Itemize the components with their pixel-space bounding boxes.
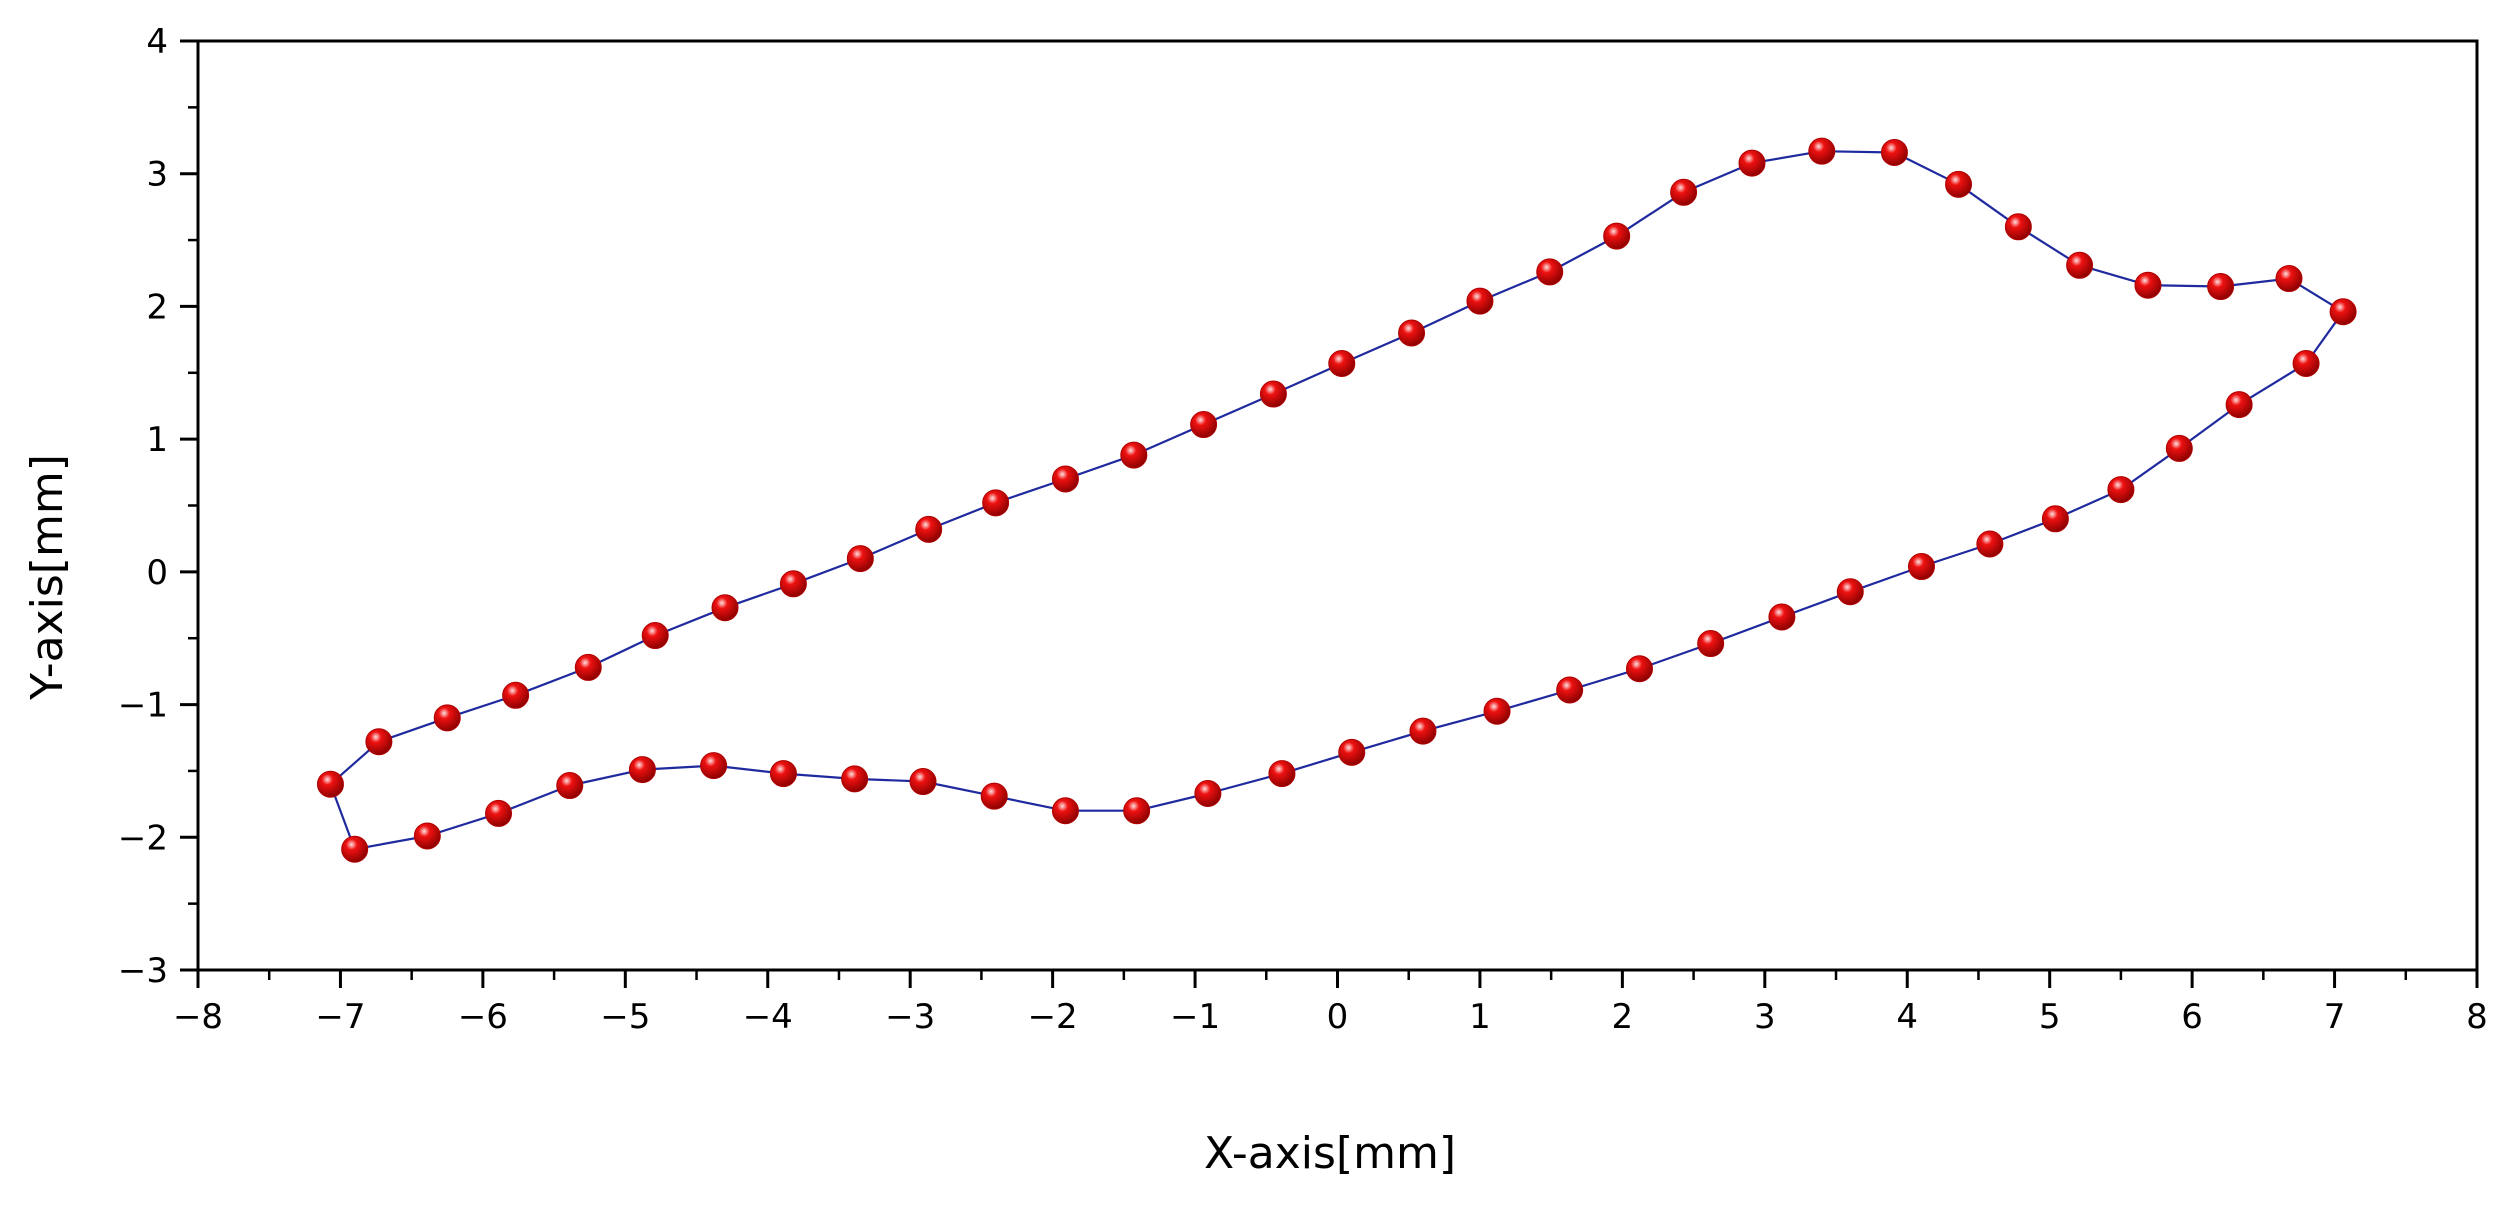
y-tick-label: 3 (146, 155, 168, 195)
x-tick-label: −1 (1170, 997, 1220, 1037)
x-tick-label: −4 (743, 997, 793, 1037)
data-point (1466, 287, 1494, 315)
data-point (1907, 553, 1935, 581)
data-point (1697, 630, 1725, 658)
data-point (2329, 298, 2357, 326)
x-tick-label: 5 (2039, 997, 2061, 1037)
data-point (1738, 149, 1766, 177)
data-point (2004, 213, 2032, 241)
y-tick-label: 0 (146, 553, 168, 593)
data-point (1338, 738, 1366, 766)
data-point (2207, 273, 2235, 301)
data-point (413, 822, 441, 850)
plot-frame (196, 39, 2479, 972)
x-tick-label: 1 (1469, 997, 1491, 1037)
data-point (2107, 476, 2135, 504)
y-tick-label: 1 (146, 420, 168, 460)
x-tick-label: −2 (1028, 997, 1078, 1037)
data-point (433, 704, 461, 732)
data-point (574, 653, 602, 681)
data-point (700, 752, 728, 780)
x-tick-label: −3 (885, 997, 935, 1037)
y-tick-label: −1 (118, 686, 168, 726)
series-line (329, 150, 2345, 851)
data-point (980, 782, 1008, 810)
data-point (2292, 349, 2320, 377)
x-tick-label: −5 (600, 997, 650, 1037)
x-axis-title: X-axis[mm] (1204, 1128, 1456, 1179)
data-point (1768, 603, 1796, 631)
data-point (365, 728, 393, 756)
data-point (841, 765, 869, 793)
x-tick-label: −7 (315, 997, 365, 1037)
data-point (1328, 349, 1356, 377)
data-point (556, 772, 584, 800)
x-tick-label: 8 (2466, 997, 2488, 1037)
data-point (1120, 441, 1148, 469)
data-point (846, 545, 874, 573)
data-point (1808, 137, 1836, 165)
data-point (2041, 505, 2069, 533)
data-point (1190, 411, 1218, 439)
data-point (1409, 717, 1437, 745)
data-point (1194, 779, 1222, 807)
data-point (915, 515, 943, 543)
data-point (1603, 222, 1631, 250)
data-point (2275, 265, 2303, 293)
y-axis-title: Y-axis[mm] (22, 454, 73, 701)
data-point (1051, 797, 1079, 825)
data-point (909, 768, 937, 796)
x-tick-label: 3 (1754, 997, 1776, 1037)
y-tick-label: −3 (118, 951, 168, 991)
data-point (341, 835, 369, 863)
data-point (2225, 391, 2253, 419)
x-tick-label: 0 (1327, 997, 1349, 1037)
data-point (485, 799, 513, 827)
x-tick-label: 6 (2181, 997, 2203, 1037)
data-point (2134, 271, 2162, 299)
data-point (1268, 760, 1296, 788)
data-point (711, 594, 739, 622)
x-tick-label: 2 (1612, 997, 1634, 1037)
data-point (1051, 465, 1079, 493)
data-point (1625, 655, 1653, 683)
data-point (1880, 138, 1908, 166)
y-tick-label: 4 (146, 22, 168, 62)
x-tick-label: 4 (1896, 997, 1918, 1037)
data-point (2066, 251, 2094, 279)
data-point (502, 681, 530, 709)
x-tick-label: −6 (458, 997, 508, 1037)
x-tick-label: 7 (2324, 997, 2346, 1037)
data-point (1259, 380, 1287, 408)
data-point (1398, 319, 1426, 347)
data-point (1123, 797, 1151, 825)
data-point (316, 770, 344, 798)
data-point (2165, 434, 2193, 462)
data-point (1976, 530, 2004, 558)
data-point (641, 622, 669, 650)
y-tick-label: −2 (118, 818, 168, 858)
data-point (1483, 697, 1511, 725)
y-tick-label: 2 (146, 287, 168, 327)
data-point (628, 756, 656, 784)
data-point (1556, 676, 1584, 704)
data-point (1836, 578, 1864, 606)
data-point (779, 570, 807, 598)
data-point (982, 489, 1010, 517)
data-point (1945, 170, 1973, 198)
data-point (1536, 258, 1564, 286)
data-point (769, 760, 797, 788)
data-point (1670, 178, 1698, 206)
x-tick-label: −8 (173, 997, 223, 1037)
